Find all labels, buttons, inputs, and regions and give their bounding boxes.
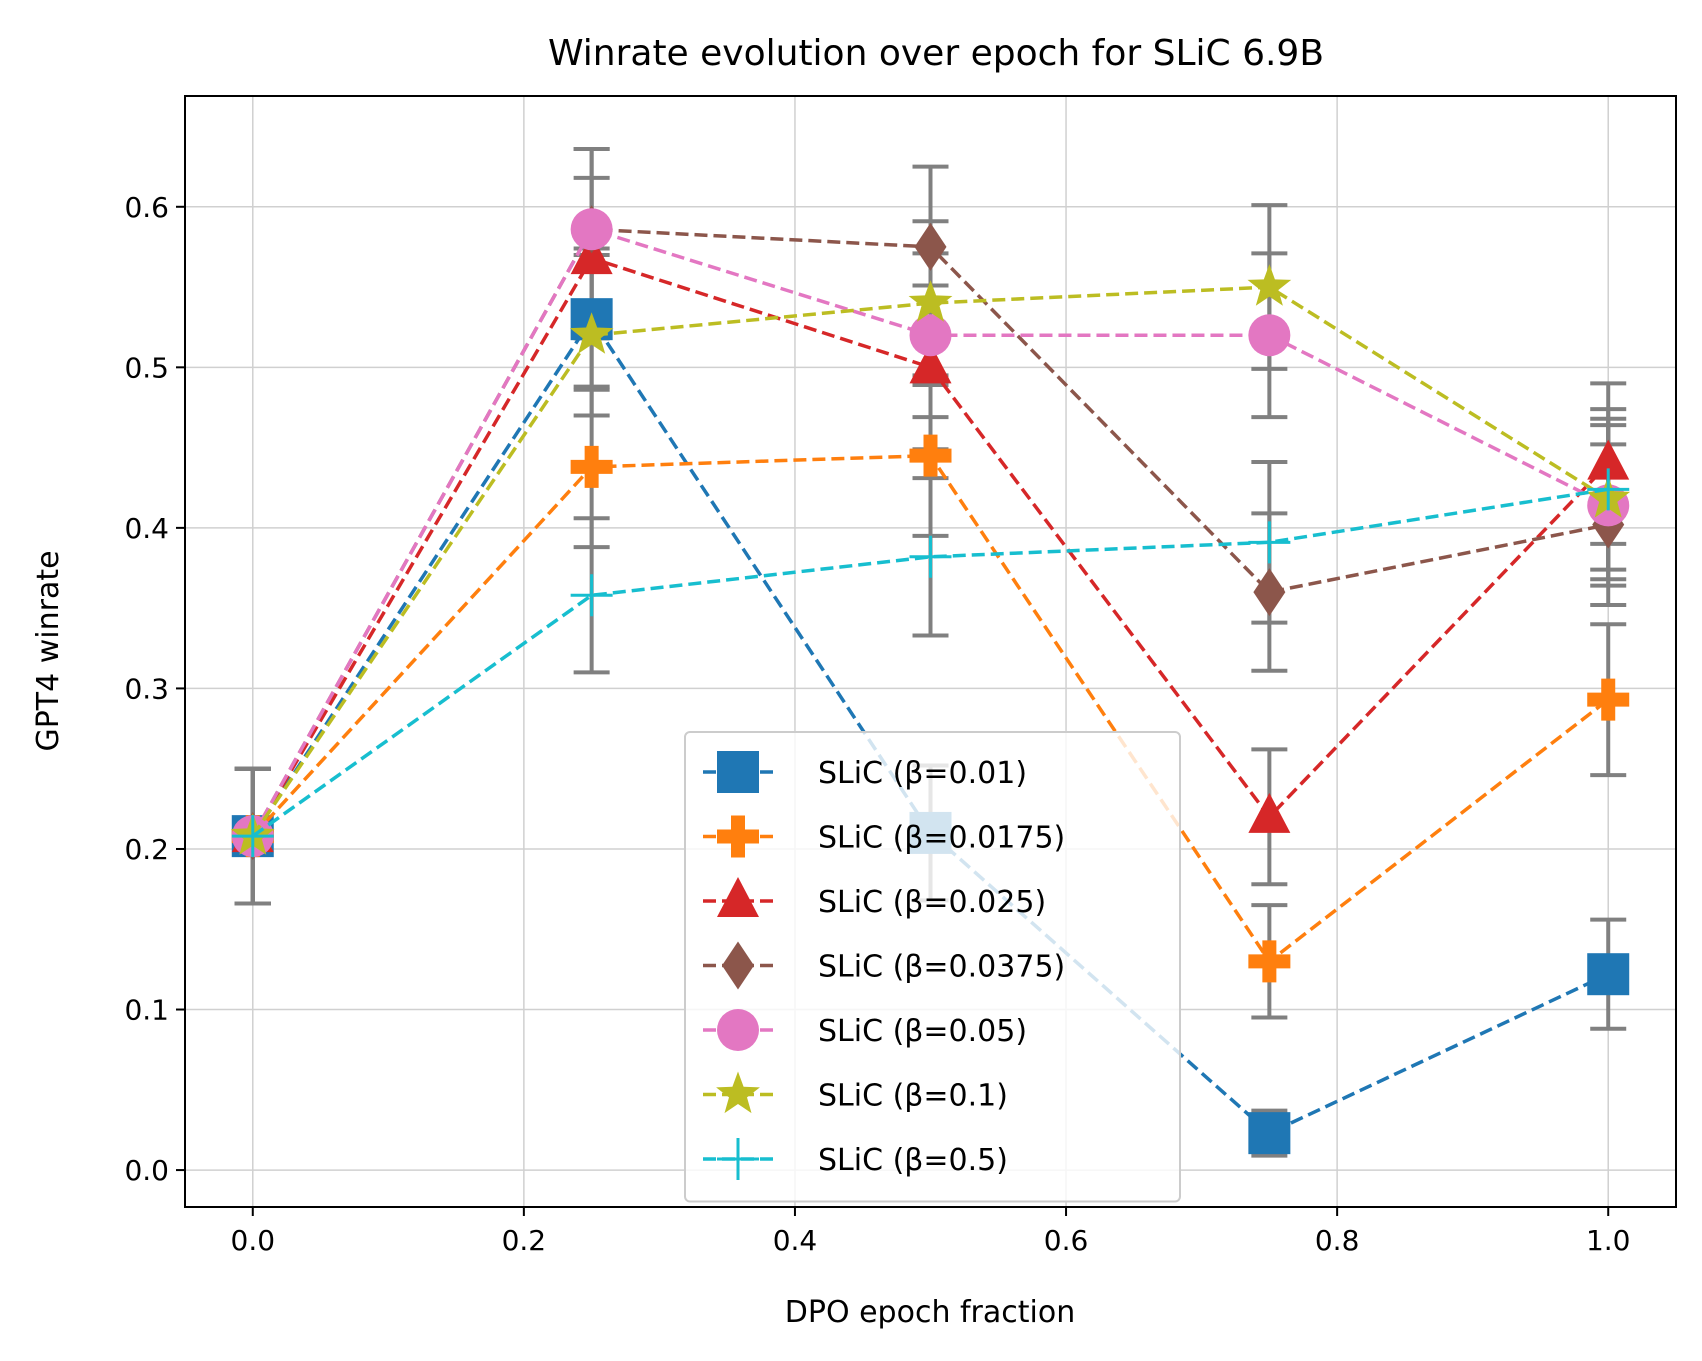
data-point bbox=[1587, 468, 1630, 511]
data-point bbox=[1253, 568, 1286, 617]
y-axis-label: GPT4 winrate bbox=[31, 550, 66, 751]
data-point bbox=[909, 314, 952, 357]
plot-frame bbox=[184, 95, 1677, 1208]
legend-label: SLiC (β=0.01) bbox=[818, 756, 1027, 791]
x-tick-label: 0.4 bbox=[773, 1224, 818, 1257]
series-7 bbox=[231, 468, 1630, 858]
legend-label: SLiC (β=0.5) bbox=[818, 1143, 1008, 1178]
legend-marker bbox=[717, 1138, 759, 1180]
legend-entry: SLiC (β=0.1) bbox=[703, 1071, 1008, 1114]
legend-entry: SLiC (β=0.025) bbox=[703, 877, 1046, 920]
legend-marker bbox=[717, 877, 759, 917]
legend-entry: SLiC (β=0.0175) bbox=[703, 815, 1065, 858]
series-line bbox=[251, 285, 1610, 838]
data-point bbox=[231, 815, 274, 858]
legend-entry: SLiC (β=0.05) bbox=[703, 1009, 1027, 1051]
x-tick-label: 0.0 bbox=[231, 1224, 276, 1257]
data-point bbox=[570, 574, 613, 617]
series-3 bbox=[231, 234, 1630, 853]
legend-label: SLiC (β=0.0175) bbox=[818, 821, 1065, 856]
legend-marker bbox=[722, 941, 754, 990]
legend-marker bbox=[716, 1071, 760, 1114]
data-point bbox=[1248, 792, 1291, 833]
data-point bbox=[1247, 264, 1292, 306]
legend-entry: SLiC (β=0.01) bbox=[703, 751, 1027, 793]
series-line bbox=[251, 256, 1610, 837]
legend-label: SLiC (β=0.0375) bbox=[818, 950, 1065, 985]
y-tick-label: 0.6 bbox=[124, 191, 169, 224]
series-line bbox=[251, 316, 1609, 1136]
data-point bbox=[1248, 521, 1291, 564]
data-point bbox=[1248, 314, 1291, 357]
legend-label: SLiC (β=0.05) bbox=[818, 1014, 1027, 1049]
legend: SLiC (β=0.01) SLiC (β=0.0175) SLiC (β=0.02… bbox=[684, 731, 1181, 1203]
y-tick-label: 0.1 bbox=[124, 994, 169, 1027]
x-tick-label: 1.0 bbox=[1586, 1224, 1631, 1257]
data-point bbox=[908, 280, 953, 322]
legend-marker bbox=[717, 751, 759, 793]
x-tick-label: 0.2 bbox=[502, 1224, 547, 1257]
data-point bbox=[1587, 953, 1630, 996]
data-point bbox=[570, 208, 613, 251]
legend-marker bbox=[717, 1009, 759, 1051]
data-point bbox=[909, 343, 952, 384]
data-point bbox=[1587, 678, 1630, 721]
x-tick-label: 0.6 bbox=[1044, 1224, 1089, 1257]
x-axis-label: DPO epoch fraction bbox=[785, 1295, 1075, 1330]
y-tick-label: 0.0 bbox=[124, 1154, 169, 1187]
data-point bbox=[914, 222, 947, 271]
y-tick-label: 0.2 bbox=[124, 833, 169, 866]
y-tick-label: 0.3 bbox=[124, 672, 169, 705]
legend-entry: SLiC (β=0.5) bbox=[703, 1138, 1008, 1180]
y-tick-label: 0.4 bbox=[124, 512, 169, 545]
data-point bbox=[909, 535, 952, 578]
legend-box bbox=[684, 731, 1181, 1203]
legend-label: SLiC (β=0.025) bbox=[818, 885, 1046, 920]
data-point bbox=[1587, 439, 1630, 480]
data-point bbox=[570, 445, 613, 488]
axis-ticks: 0.0 0.2 0.4 0.6 0.8 1.0 0.0 0.1 0.2 0.3 0.4 0.5 0.6 bbox=[124, 191, 1630, 1257]
data-point bbox=[909, 434, 952, 477]
legend-entry: SLiC (β=0.0375) bbox=[703, 941, 1065, 990]
data-point bbox=[569, 312, 614, 354]
series-line bbox=[251, 487, 1609, 838]
x-tick-label: 0.8 bbox=[1315, 1224, 1360, 1257]
chart-title: Winrate evolution over epoch for SLiC 6.… bbox=[548, 33, 1324, 74]
data-point bbox=[1248, 1112, 1291, 1155]
legend-label: SLiC (β=0.1) bbox=[818, 1079, 1008, 1114]
y-tick-label: 0.5 bbox=[124, 351, 169, 384]
data-series bbox=[230, 205, 1631, 1155]
legend-marker bbox=[717, 815, 759, 858]
data-point bbox=[570, 234, 613, 275]
data-point bbox=[1248, 940, 1291, 983]
